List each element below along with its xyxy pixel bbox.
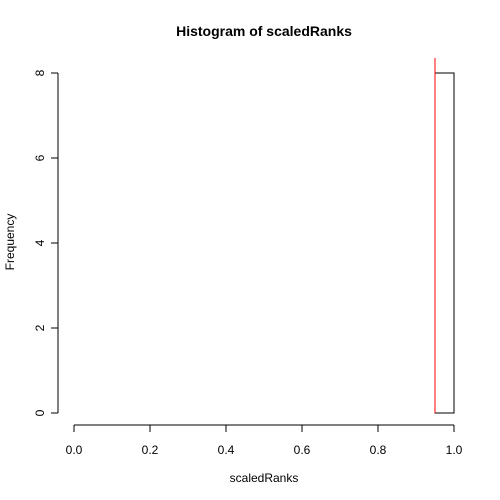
y-tick-label-0: 0	[33, 409, 47, 416]
y-tick-label-4: 8	[33, 69, 47, 76]
x-tick-label-5: 1.0	[446, 443, 463, 457]
chart-title: Histogram of scaledRanks	[176, 23, 352, 39]
y-tick-label-1: 2	[33, 324, 47, 331]
x-tick-label-4: 0.8	[370, 443, 387, 457]
y-axis: 0 2 4 6 8	[33, 69, 59, 416]
bars-layer	[434, 72, 455, 414]
x-axis: 0.0 0.2 0.4 0.6 0.8 1.0	[66, 424, 463, 457]
x-tick-label-2: 0.4	[218, 443, 235, 457]
x-tick-label-3: 0.6	[294, 443, 311, 457]
x-tick-label-1: 0.2	[142, 443, 159, 457]
histogram-bar-19	[434, 72, 455, 414]
y-tick-label-3: 6	[33, 154, 47, 161]
x-axis-label: scaledRanks	[230, 471, 299, 485]
x-tick-label-0: 0.0	[66, 443, 83, 457]
y-tick-label-2: 4	[33, 239, 47, 246]
y-axis-label: Frequency	[3, 214, 17, 271]
